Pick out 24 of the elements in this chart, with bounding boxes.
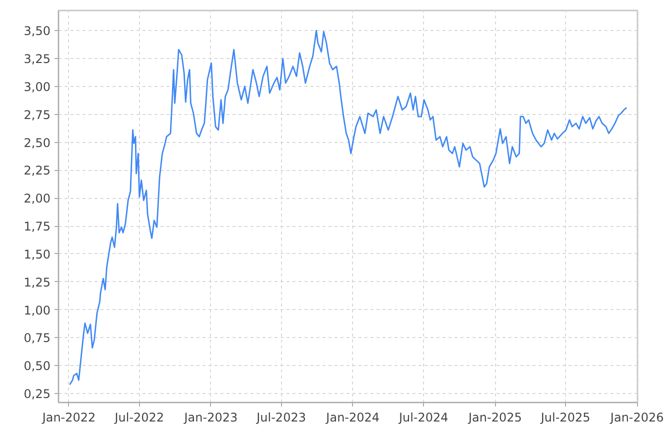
y-tick-label: 3,00 [24,80,50,94]
x-tick-label: Jan-2026 [609,410,664,424]
x-tick-label: Jan-2022 [41,410,96,424]
y-tick-label: 3,25 [24,52,50,66]
x-tick-label: Jul-2022 [114,410,164,424]
y-tick-label: 0,25 [24,387,50,402]
y-tick-label: 1,50 [24,247,50,262]
y-tick-label: 2,25 [24,164,50,178]
y-tick-label: 1,25 [24,275,50,290]
y-tick-label: 2,50 [24,136,50,150]
y-tick-label: 0,50 [24,359,50,374]
x-tick-label: Jan-2023 [183,410,238,424]
x-tick-label: Jul-2024 [398,410,448,424]
y-tick-label: 1,00 [24,303,50,318]
x-tick-label: Jan-2024 [325,410,380,424]
y-tick-label: 2,75 [24,108,50,122]
y-tick-label: 3,50 [24,24,50,38]
x-tick-label: Jul-2025 [540,410,590,424]
x-tick-label: Jan-2025 [467,410,522,424]
line-series [69,30,628,386]
y-tick-label: 0,75 [24,331,50,346]
y-tick-label: 1,75 [24,220,50,234]
y-tick-label: 2,00 [24,192,50,206]
x-tick-label: Jul-2023 [256,410,306,424]
